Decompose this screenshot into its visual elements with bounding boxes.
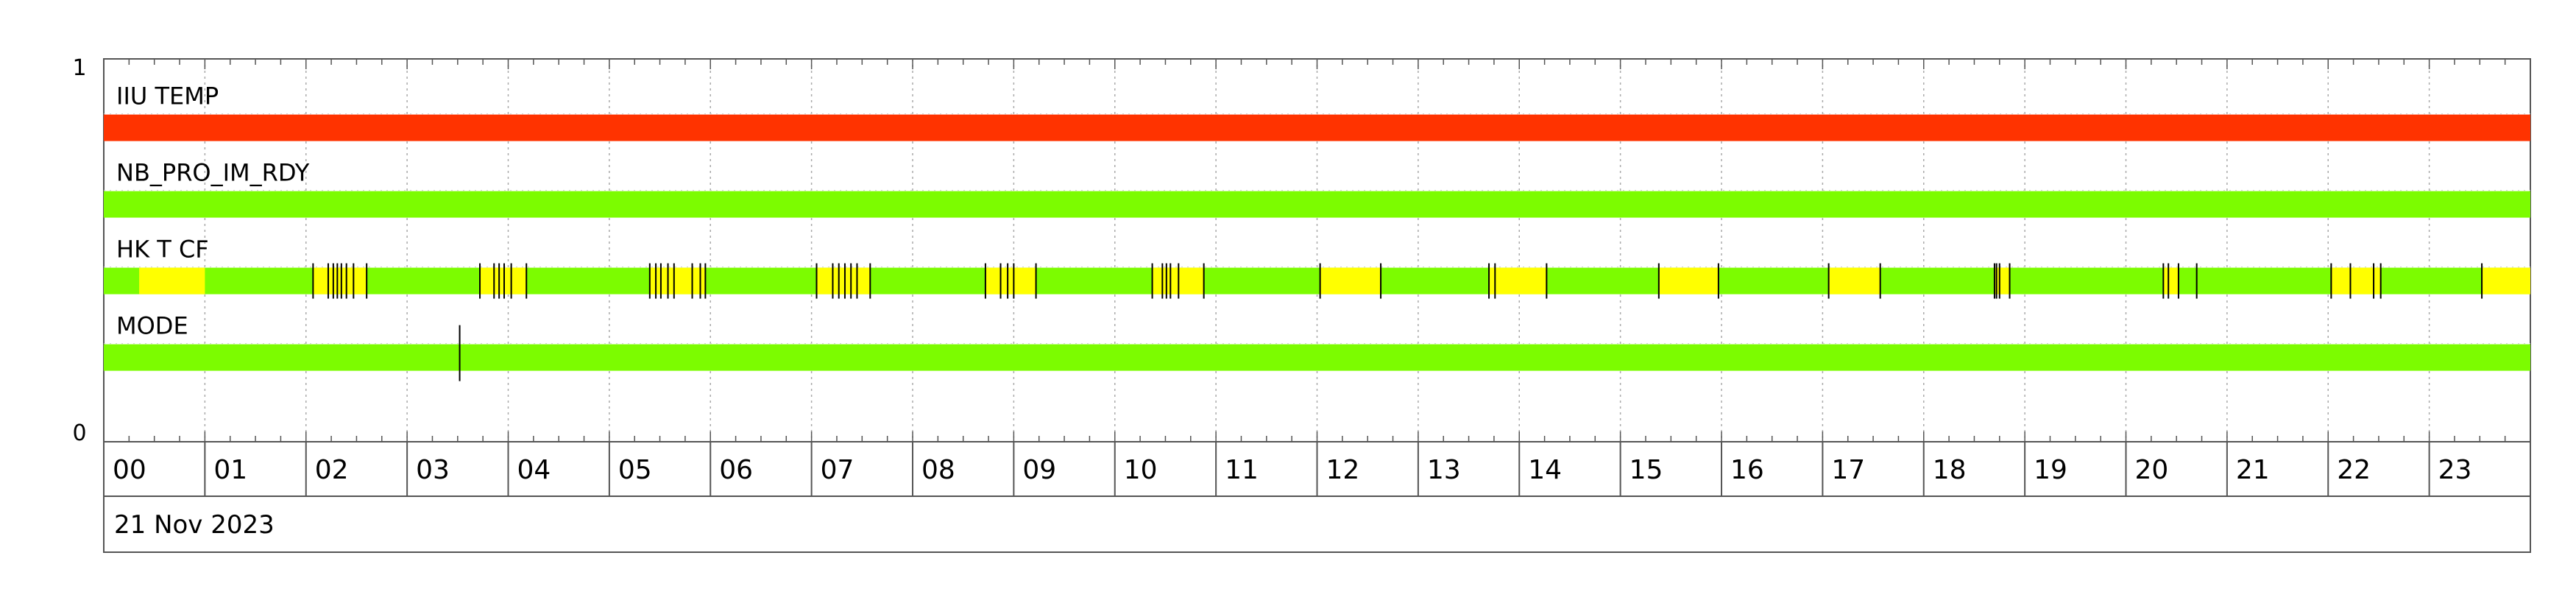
x-tick-label-18: 18	[1933, 455, 1967, 485]
x-tick-label-12: 12	[1326, 455, 1360, 485]
x-tick-label-22: 22	[2337, 455, 2371, 485]
series-bars	[104, 114, 2530, 381]
series-segment-2-9	[1658, 267, 1719, 294]
x-tick-label-06: 06	[719, 455, 753, 485]
x-tick-label-11: 11	[1225, 455, 1259, 485]
series-segment-2-14	[2482, 267, 2530, 294]
x-tick-label-04: 04	[517, 455, 551, 485]
series-segment-2-2	[480, 267, 527, 294]
series-segment-2-3	[649, 267, 706, 294]
x-tick-label-07: 07	[821, 455, 854, 485]
x-tick-label-14: 14	[1528, 455, 1562, 485]
series-segment-2-0	[139, 267, 205, 294]
series-label-2: HK T CF	[116, 236, 209, 264]
x-tick-label-15: 15	[1630, 455, 1663, 485]
date-row	[103, 495, 2531, 553]
x-axis-ticks: 00 01 02 03 04 05 06 07 08 09 10 11 12 13 14 15 16 17 18 19…	[113, 442, 2471, 496]
x-tick-label-16: 16	[1730, 455, 1764, 485]
series-segment-2-12	[2163, 267, 2179, 294]
series-segment-2-13	[2331, 267, 2381, 294]
series-segment-2-7	[1320, 267, 1381, 294]
series-segment-2-10	[1828, 267, 1880, 294]
x-tick-label-09: 09	[1022, 455, 1056, 485]
x-tick-label-13: 13	[1427, 455, 1461, 485]
series-bar-1	[104, 191, 2530, 218]
series-label-3: MODE	[116, 312, 188, 340]
series-segment-2-8	[1489, 267, 1547, 294]
x-tick-label-19: 19	[2034, 455, 2067, 485]
x-tick-label-05: 05	[618, 455, 652, 485]
x-tick-label-20: 20	[2135, 455, 2169, 485]
series-segment-2-11	[1994, 267, 2010, 294]
series-segment-2-5	[985, 267, 1036, 294]
date-label: 21 Nov 2023	[114, 510, 275, 540]
x-tick-label-08: 08	[921, 455, 955, 485]
x-tick-label-21: 21	[2236, 455, 2270, 485]
series-label-1: NB_PRO_IM_RDY	[116, 159, 310, 187]
x-tick-label-01: 01	[213, 455, 247, 485]
series-bar-3	[104, 344, 2530, 371]
x-tick-label-10: 10	[1124, 455, 1158, 485]
series-segment-2-1	[313, 267, 367, 294]
series-label-0: IIU TEMP	[116, 82, 219, 110]
y-tick-min: 0	[72, 420, 86, 446]
series-bar-0	[104, 114, 2530, 141]
x-tick-label-23: 23	[2438, 455, 2472, 485]
series-labels: IIU TEMP NB_PRO_IM_RDY HK T CF MODE	[116, 82, 310, 340]
x-tick-label-00: 00	[113, 455, 146, 485]
y-tick-max: 1	[72, 55, 86, 81]
gridlines	[103, 59, 2531, 442]
x-tick-label-02: 02	[315, 455, 349, 485]
series-segment-2-4	[816, 267, 871, 294]
x-tick-label-17: 17	[1831, 455, 1865, 485]
x-tick-label-03: 03	[416, 455, 450, 485]
